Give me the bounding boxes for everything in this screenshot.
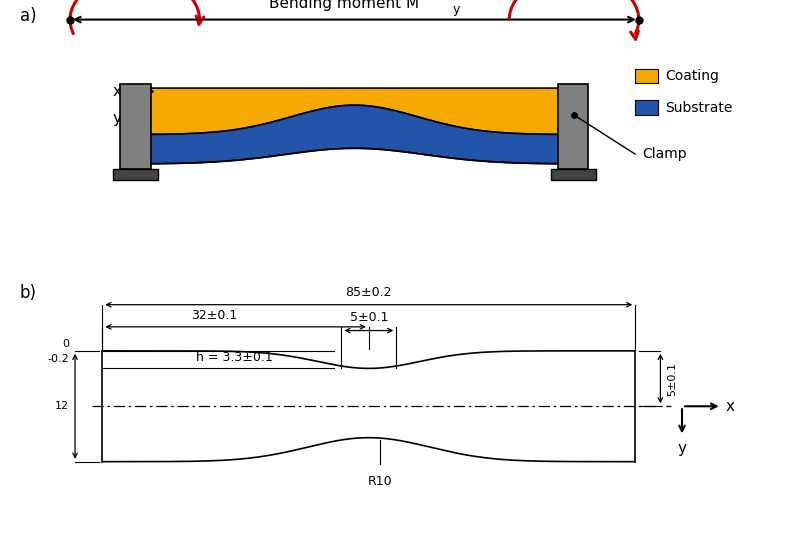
Text: 12: 12 <box>55 401 70 411</box>
Polygon shape <box>131 88 578 135</box>
Text: Bending moment M: Bending moment M <box>269 0 418 11</box>
Text: Clamp: Clamp <box>642 147 687 161</box>
Text: 5±0.1: 5±0.1 <box>667 362 678 396</box>
Text: 5±0.1: 5±0.1 <box>350 311 388 324</box>
Bar <box>121 84 150 169</box>
Text: x: x <box>113 84 122 99</box>
Bar <box>558 84 588 169</box>
Text: b): b) <box>19 284 37 302</box>
Text: -0.2: -0.2 <box>47 354 70 364</box>
Bar <box>635 100 658 115</box>
Text: 85±0.2: 85±0.2 <box>346 286 392 299</box>
Text: x: x <box>725 399 734 414</box>
Bar <box>635 69 658 83</box>
Text: Coating: Coating <box>666 69 719 83</box>
Text: h = 3.3±0.1: h = 3.3±0.1 <box>196 351 273 364</box>
Text: a): a) <box>19 7 36 25</box>
Text: y: y <box>453 3 461 16</box>
Text: 32±0.1: 32±0.1 <box>191 309 237 322</box>
Text: Substrate: Substrate <box>666 101 733 115</box>
Text: R10: R10 <box>367 475 392 488</box>
Polygon shape <box>131 105 578 164</box>
Bar <box>114 169 158 179</box>
Text: 0: 0 <box>62 338 70 348</box>
Bar <box>551 169 595 179</box>
Text: y: y <box>678 441 686 456</box>
Text: y: y <box>113 111 122 126</box>
